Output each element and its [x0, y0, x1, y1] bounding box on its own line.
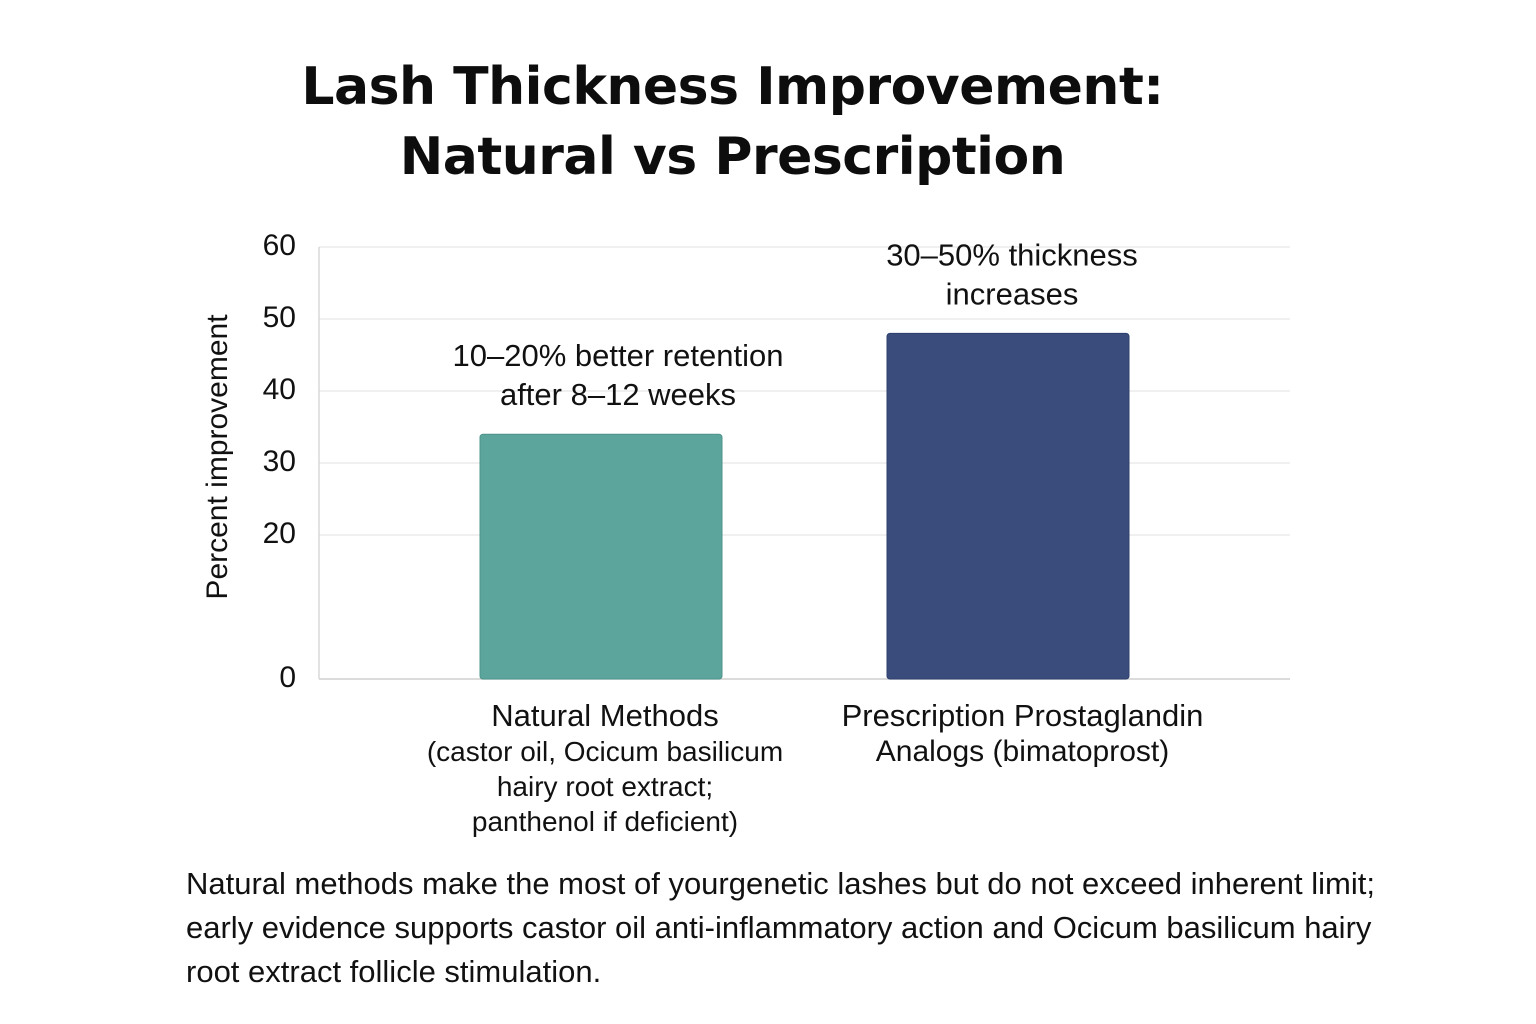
bar-annotation-line: 10–20% better retention — [453, 338, 784, 373]
y-axis-ticks: 0 20 30 40 50 60 — [263, 229, 296, 694]
y-tick-label: 50 — [263, 301, 296, 334]
y-tick-label: 40 — [263, 373, 296, 406]
chart-title-line-2: Natural vs Prescription — [399, 127, 1066, 187]
bar-natural-methods — [479, 433, 723, 680]
x-category-sublabel-line: panthenol if deficient) — [471, 806, 739, 837]
footnote-text: Natural methods make the most of yourgen… — [186, 866, 1375, 989]
bar-annotations: 10–20% better retention after 8–12 weeks 3… — [453, 237, 1138, 412]
bar-prescription — [886, 332, 1130, 680]
x-category-natural-methods: Natural Methods (castor oil, Ocicum basi… — [405, 698, 805, 839]
x-category-label: Natural Methods — [491, 698, 719, 733]
x-category-sublabel-line: Analogs (bimatoprost) — [875, 735, 1170, 768]
chart-title-line-1: Lash Thickness Improvement: — [301, 57, 1164, 117]
bar-annotation-line: 30–50% thickness — [886, 237, 1138, 272]
bar-annotation-line: increases — [946, 276, 1079, 311]
y-tick-label: 30 — [263, 445, 296, 478]
gridlines — [319, 246, 1290, 680]
x-category-sublabel-line: hairy root extract; — [496, 771, 714, 802]
x-category-label: Prescription Prostaglandin — [841, 698, 1204, 733]
x-category-prescription: Prescription Prostaglandin Analogs (bima… — [805, 698, 1240, 769]
y-tick-label: 20 — [263, 517, 296, 550]
y-axis-title: Percent improvement — [201, 314, 234, 600]
y-tick-label: 0 — [279, 661, 296, 694]
bar-annotation-line: after 8–12 weeks — [500, 377, 736, 412]
bars — [479, 332, 1130, 680]
x-category-sublabel-line: (castor oil, Ocicum basilicum — [426, 736, 784, 767]
y-tick-label: 60 — [263, 229, 296, 262]
chart-title: Lash Thickness Improvement: Natural vs P… — [200, 52, 1265, 192]
